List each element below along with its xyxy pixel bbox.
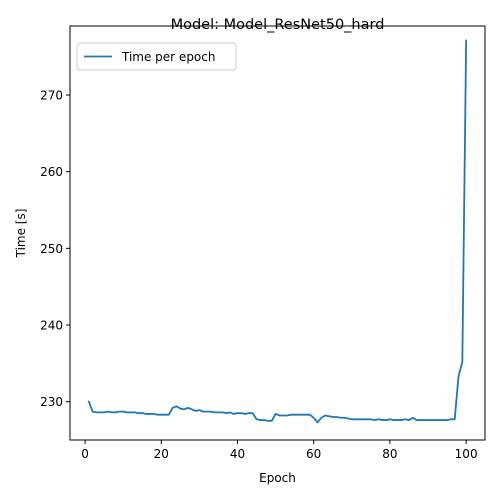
series-line-0 <box>87 39 468 424</box>
y-tick-label: 250 <box>40 242 63 256</box>
ticks: 0 20 40 60 80 100 230 240 250 260 270 <box>40 89 477 462</box>
legend-frame <box>76 42 237 71</box>
x-tick-label: 60 <box>306 447 321 461</box>
x-tick-label: 80 <box>382 447 397 461</box>
y-tick-label: 230 <box>40 395 63 409</box>
x-tick-label: 0 <box>81 447 89 461</box>
x-tick-label: 40 <box>230 447 245 461</box>
plot-area <box>87 39 468 424</box>
legend: Time per epoch <box>76 42 237 71</box>
y-tick-label: 240 <box>40 319 63 333</box>
chart-title: Model: Model_ResNet50_hard <box>171 17 385 33</box>
axes-frame <box>69 25 486 441</box>
legend-label: Time per epoch <box>121 50 215 64</box>
x-axis-label: Epoch <box>259 471 296 485</box>
x-tick-label: 20 <box>154 447 169 461</box>
y-tick-label: 270 <box>40 89 63 103</box>
x-tick-label: 100 <box>455 447 478 461</box>
y-tick-label: 260 <box>40 165 63 179</box>
y-axis-label: Time [s] <box>14 209 28 259</box>
